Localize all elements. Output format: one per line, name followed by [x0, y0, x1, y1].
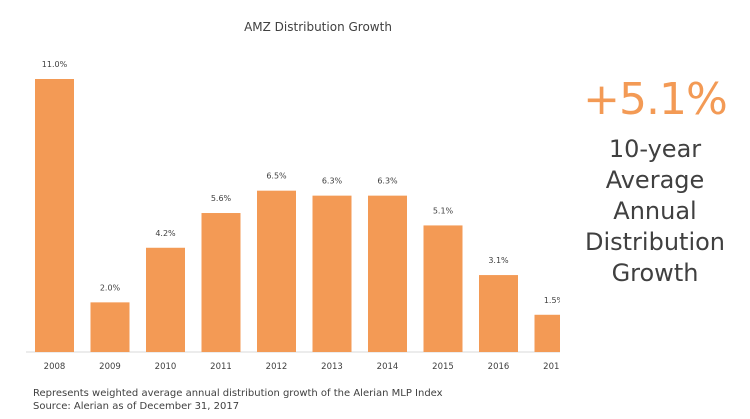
data-label-2008: 11.0%	[42, 60, 68, 69]
headline-label-line: Annual	[613, 197, 697, 225]
headline-label: 10-year Average Annual Distribution Grow…	[560, 134, 750, 289]
bar-2013	[312, 195, 352, 352]
bar-chart: 11.0% 2008 2.0% 2009 4.2% 2010 5.6% 2011 6.5% 201…	[26, 60, 560, 372]
headline-label-line: Growth	[611, 259, 699, 287]
x-tick-label-2010: 2010	[155, 362, 177, 372]
bar-2012	[257, 190, 296, 352]
bar-2014	[368, 195, 407, 352]
bar-2009	[90, 302, 130, 352]
headline-label-line: Distribution	[584, 228, 725, 256]
footnote-description: Represents weighted average annual distr…	[33, 388, 443, 399]
headline-stat: +5.1%	[583, 74, 728, 125]
footnote-source: Source: Alerian as of December 31, 2017	[33, 401, 240, 412]
bar-2008	[35, 79, 74, 352]
bar-2016	[479, 275, 518, 352]
bar-2011	[201, 213, 241, 352]
x-tick-label-2012: 2012	[266, 362, 288, 372]
headline-label-line: Average	[605, 166, 705, 194]
data-label-2016: 3.1%	[488, 256, 509, 265]
x-tick-label-2009: 2009	[99, 362, 121, 372]
data-label-2014: 6.3%	[377, 177, 398, 186]
bar-2015	[423, 225, 463, 352]
x-tick-label-2011: 2011	[210, 362, 232, 372]
data-label-2011: 5.6%	[211, 194, 232, 203]
x-tick-label-2008: 2008	[44, 362, 66, 372]
chart-title: AMZ Distribution Growth	[244, 20, 392, 34]
data-label-2012: 6.5%	[266, 172, 287, 181]
x-tick-label-2014: 2014	[377, 362, 399, 372]
x-tick-label-2017: 2017	[543, 362, 560, 372]
data-label-2015: 5.1%	[433, 206, 454, 215]
headline-label-line: 10-year	[608, 135, 702, 163]
data-label-2017: 1.5%	[544, 296, 560, 305]
x-tick-label-2016: 2016	[488, 362, 510, 372]
bar-2010	[146, 247, 185, 352]
x-tick-label-2013: 2013	[321, 362, 343, 372]
footnote: Represents weighted average annual distr…	[33, 387, 443, 413]
x-tick-label-2015: 2015	[432, 362, 454, 372]
data-label-2010: 4.2%	[155, 229, 176, 238]
bar-2017	[534, 314, 560, 352]
data-label-2013: 6.3%	[322, 177, 343, 186]
data-label-2009: 2.0%	[100, 283, 121, 292]
